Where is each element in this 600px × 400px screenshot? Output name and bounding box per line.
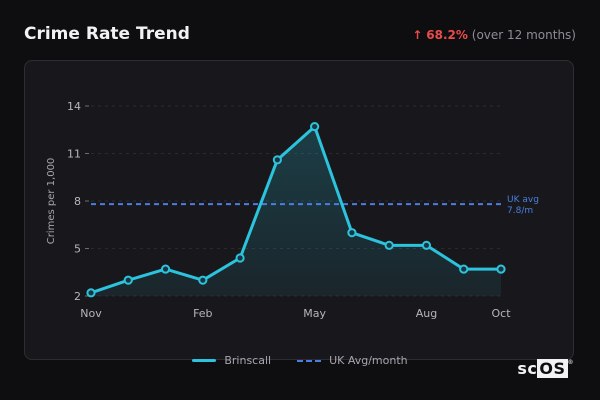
legend-label-series: Brinscall — [224, 354, 272, 367]
change-indicator: ↑ 68.2% (over 12 months) — [412, 28, 576, 42]
data-point — [496, 264, 506, 274]
data-point — [384, 240, 394, 250]
legend-item-uk-avg[interactable]: UK Avg/month — [297, 354, 408, 367]
x-tick-label: May — [303, 307, 326, 320]
data-point — [198, 275, 208, 285]
chart-title: Crime Rate Trend — [24, 24, 190, 44]
logo-text-os: OS — [537, 359, 568, 378]
scos-logo: sc OS ® — [517, 359, 574, 378]
x-tick-label: Aug — [416, 307, 437, 320]
data-point — [235, 253, 245, 263]
series-line — [89, 125, 503, 295]
y-tick-label: 2 — [74, 290, 81, 303]
data-point — [272, 155, 282, 165]
change-period: (over 12 months) — [471, 28, 576, 42]
data-point — [86, 288, 96, 298]
legend-swatch-uk-avg — [297, 359, 322, 362]
y-tick-label: 8 — [74, 195, 81, 208]
logo-reg-mark: ® — [567, 359, 574, 366]
legend-swatch-series — [192, 359, 217, 362]
trend-up-icon: ↑ — [412, 28, 423, 42]
uk-avg-value-label: 7.8/m — [507, 206, 533, 216]
chart-legend: Brinscall UK Avg/month — [0, 354, 600, 367]
y-axis-label: Crimes per 1,000 — [46, 158, 57, 245]
legend-item-series[interactable]: Brinscall — [192, 354, 271, 367]
data-point — [347, 228, 357, 238]
legend-label-uk-avg: UK Avg/month — [329, 354, 408, 367]
x-tick-label: Oct — [491, 307, 511, 320]
data-point — [160, 264, 171, 274]
series-area — [91, 126, 501, 296]
data-point — [310, 121, 320, 132]
logo-text-sc: sc — [517, 359, 538, 378]
y-tick-label: 5 — [74, 243, 81, 256]
data-point — [123, 275, 133, 285]
data-point — [459, 264, 469, 274]
data-point — [421, 240, 432, 250]
x-tick-label: Feb — [193, 307, 212, 320]
uk-avg-label: UK avg — [507, 195, 539, 205]
y-tick-label: 14 — [67, 100, 81, 113]
y-tick-label: 11 — [67, 148, 81, 161]
x-tick-label: Nov — [80, 307, 102, 320]
change-percent: 68.2% — [426, 28, 468, 42]
